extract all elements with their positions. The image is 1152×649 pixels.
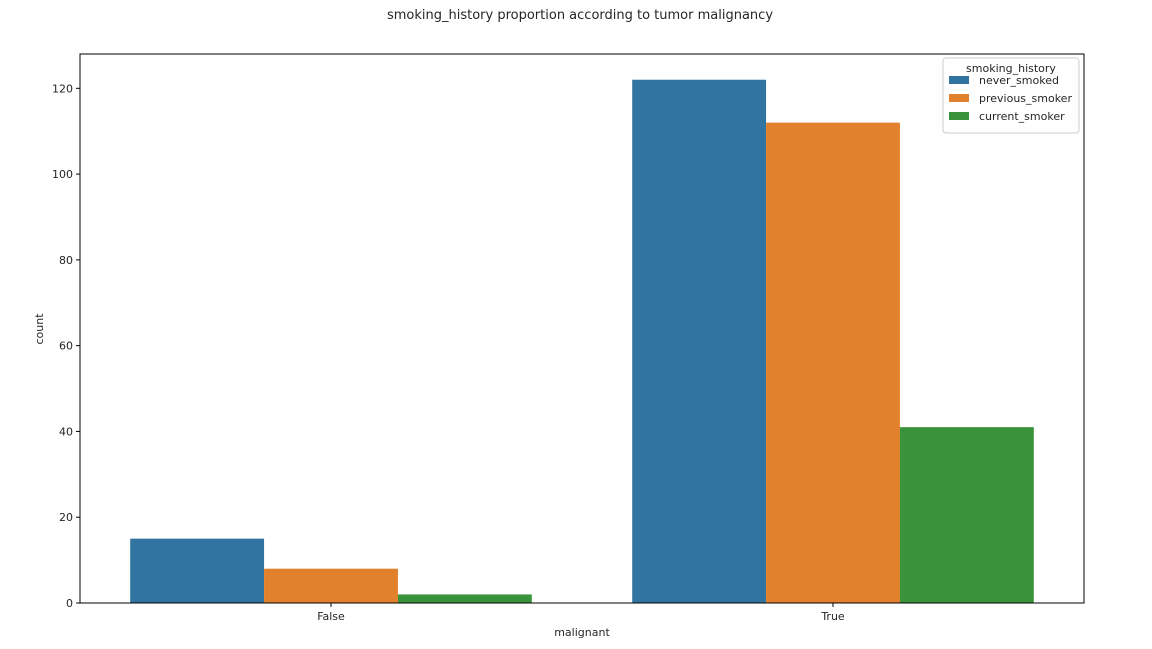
bar-previous_smoker-True — [766, 122, 900, 603]
y-tick-label: 100 — [52, 168, 73, 181]
chart-title: smoking_history proportion according to … — [387, 8, 773, 23]
x-tick-label: False — [317, 610, 345, 623]
y-axis: 0 20 40 60 80 100 120 — [52, 82, 80, 610]
x-tick-label: True — [820, 610, 845, 623]
legend-entry-label: never_smoked — [979, 74, 1059, 87]
bar-never_smoked-True — [632, 79, 767, 603]
y-tick-label: 120 — [52, 82, 73, 95]
bar-previous_smoker-False — [264, 568, 398, 603]
bar-current_smoker-False — [397, 594, 532, 603]
y-tick-label: 80 — [59, 254, 73, 267]
legend-swatch — [949, 76, 969, 84]
bar-current_smoker-True — [899, 427, 1034, 603]
x-axis-label: malignant — [554, 626, 610, 639]
plot-frame — [79, 53, 1085, 604]
bar-never_smoked-False — [130, 538, 265, 603]
x-axis: False True — [317, 603, 845, 623]
y-tick-label: 0 — [66, 597, 73, 610]
bars-layer — [130, 79, 1034, 603]
y-tick-label: 20 — [59, 511, 73, 524]
legend-swatch — [949, 112, 969, 120]
y-tick-label: 60 — [59, 340, 73, 353]
legend-entry-label: current_smoker — [979, 110, 1065, 123]
legend-box — [942, 57, 1080, 134]
legend-title: smoking_history — [966, 62, 1056, 75]
legend: smoking_history never_smoked previous_smo… — [942, 57, 1080, 134]
legend-entry-label: previous_smoker — [979, 92, 1072, 105]
legend-swatch — [949, 94, 969, 102]
y-axis-label: count — [33, 313, 46, 345]
y-tick-label: 40 — [59, 425, 73, 438]
